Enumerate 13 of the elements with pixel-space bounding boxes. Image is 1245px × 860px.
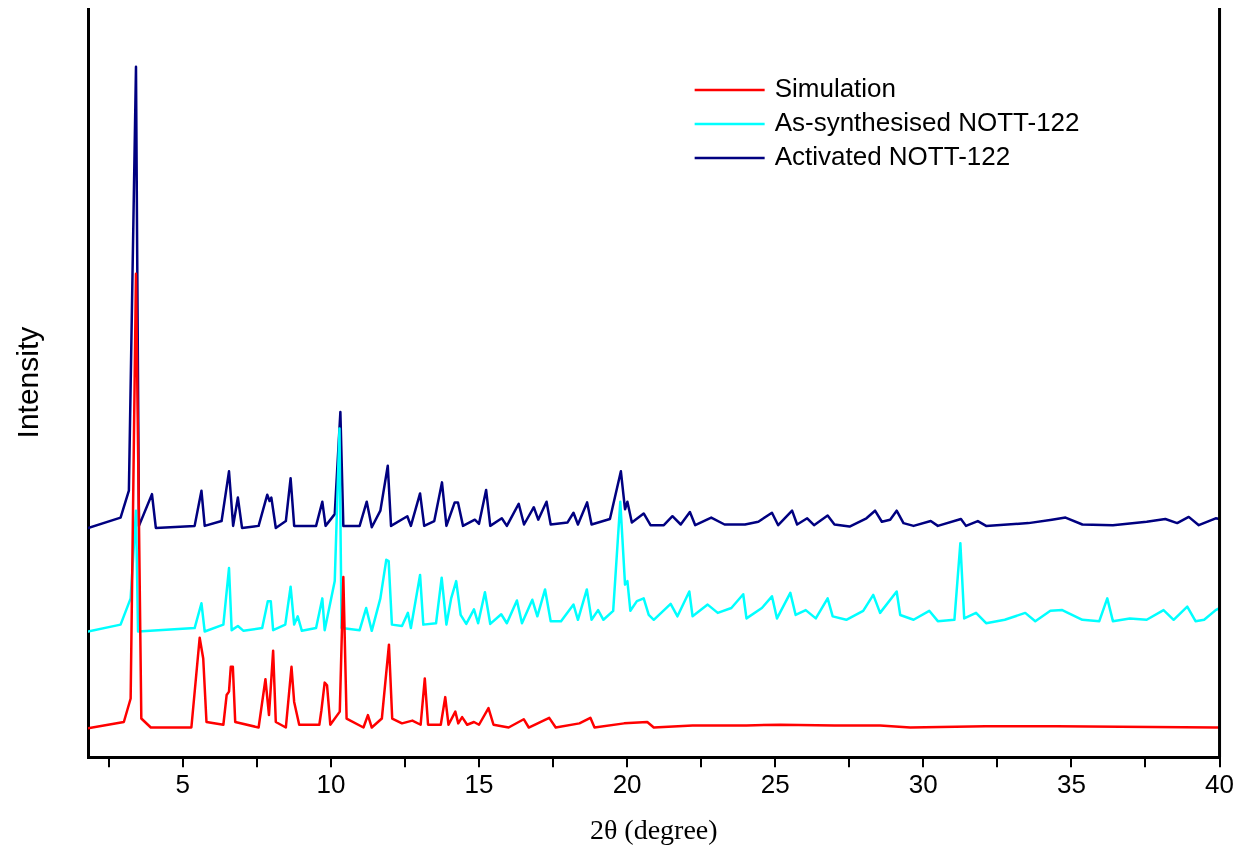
x-tick-label: 15: [464, 768, 494, 799]
x-tick-label: 35: [1056, 768, 1086, 799]
x-tick-label: 20: [612, 768, 642, 799]
legend-label: Activated NOTT-122: [774, 141, 1011, 172]
legend-label: Simulation: [774, 73, 897, 104]
x-tick-label: 25: [760, 768, 790, 799]
x-axis-title: 2θ (degree): [589, 813, 718, 845]
legend-label: As-synthesised NOTT-122: [774, 107, 1080, 138]
y-axis-title: Intensity: [11, 326, 45, 439]
x-tick-label: 10: [316, 768, 346, 799]
x-tick-label: 30: [908, 768, 938, 799]
x-tick-label: 5: [175, 768, 191, 799]
x-tick-label: 40: [1205, 768, 1234, 799]
